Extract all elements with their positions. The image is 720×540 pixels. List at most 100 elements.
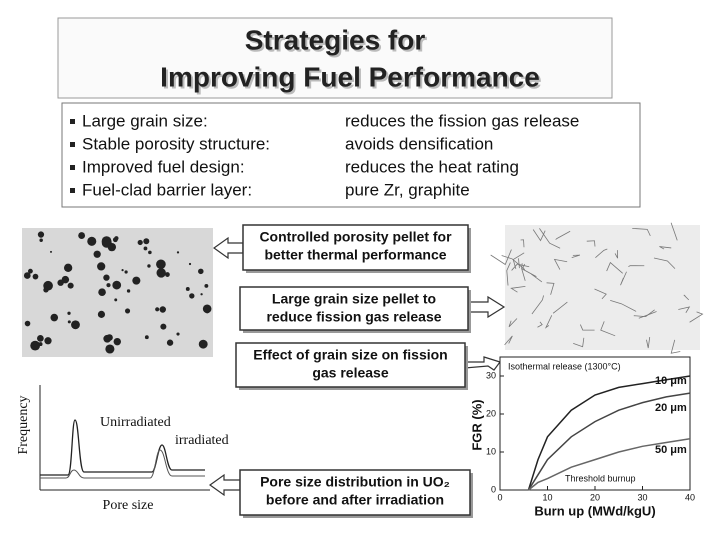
- grain-boundary: [594, 288, 607, 300]
- grain-boundary: [537, 321, 543, 328]
- pore: [205, 310, 209, 314]
- grain-boundary: [552, 301, 568, 314]
- grain-boundary: [646, 337, 651, 349]
- pore: [71, 320, 80, 330]
- y-tick-label: 20: [486, 408, 496, 418]
- pore: [156, 268, 166, 278]
- grain-boundary: [586, 240, 596, 247]
- bullet-marker: [70, 165, 75, 170]
- x-tick-label: 40: [685, 492, 695, 502]
- grain-boundary: [555, 230, 571, 240]
- y-axis-label: FGR (%): [469, 399, 484, 450]
- pore: [105, 344, 115, 354]
- pore: [165, 272, 170, 277]
- series-label: 20 μm: [655, 402, 687, 414]
- arrows: [208, 236, 506, 497]
- callout-box: [239, 469, 471, 516]
- pore: [166, 339, 174, 346]
- grain-boundary: [571, 254, 580, 259]
- callout-box: [242, 224, 469, 271]
- pore: [124, 270, 128, 274]
- grain-boundary: [633, 309, 655, 318]
- grain-boundary: [546, 282, 555, 295]
- grain-boundary: [678, 306, 691, 313]
- series-label: 50 μm: [655, 444, 687, 456]
- pore: [185, 287, 190, 291]
- pore: [188, 262, 192, 266]
- pore: [50, 313, 59, 322]
- pore: [137, 239, 143, 246]
- callout-text: Controlled porosity pellet for: [259, 229, 452, 245]
- pore: [37, 231, 45, 238]
- pore: [106, 283, 111, 288]
- pore: [132, 276, 141, 285]
- grain-boundary: [638, 311, 657, 319]
- pore: [143, 238, 150, 245]
- pores: [23, 231, 212, 354]
- pore: [50, 250, 53, 253]
- grain-boundaries: [490, 222, 704, 354]
- bullet-marker: [70, 119, 75, 124]
- pore: [98, 288, 106, 297]
- bullet-marker: [70, 188, 75, 193]
- pore-label: Unirradiated: [100, 415, 171, 430]
- pore: [30, 340, 41, 351]
- grain-boundary: [501, 255, 526, 270]
- grain-boundary: [511, 263, 530, 271]
- grain-boundary: [579, 324, 595, 331]
- pore: [61, 275, 70, 284]
- grain-boundary: [653, 257, 676, 269]
- pore: [43, 287, 49, 293]
- grain-boundary: [573, 337, 585, 348]
- x-tick-label: 10: [542, 492, 552, 502]
- pore: [159, 306, 166, 313]
- pore: [97, 310, 106, 318]
- pore: [101, 236, 112, 247]
- series-label: 10 μm: [655, 375, 687, 387]
- grain-boundary: [510, 285, 526, 293]
- pore: [160, 323, 167, 330]
- callout-text: Large grain size pellet to: [272, 291, 436, 307]
- callout-text: better thermal performance: [264, 247, 446, 263]
- pore: [32, 273, 39, 280]
- grain-boundary: [508, 318, 518, 328]
- callout-text: before and after irradiation: [266, 492, 444, 508]
- callout-text: reduce fission gas release: [266, 309, 441, 325]
- pore: [103, 274, 110, 281]
- grain-boundary: [595, 248, 608, 258]
- fgr-plot-area: [499, 356, 691, 491]
- title-shadow: Improving Fuel Performance: [162, 63, 542, 94]
- pore: [67, 311, 71, 315]
- pore: [189, 293, 195, 299]
- series-line: [527, 392, 691, 491]
- grain-boundary: [539, 228, 561, 249]
- x-axis-label: Burn up (MWd/kgU): [534, 503, 655, 518]
- pore: [143, 246, 148, 251]
- grain-boundary: [504, 335, 513, 346]
- grain-boundary: [620, 271, 627, 286]
- grain-boundary: [490, 249, 512, 266]
- bullet-item: Large grain size:: [82, 111, 208, 130]
- pore: [148, 250, 152, 255]
- grain-boundary: [521, 263, 526, 281]
- grain-boundary: [689, 311, 704, 323]
- title-line: Improving Fuel Performance: [160, 61, 540, 92]
- pore: [87, 236, 97, 246]
- bullet-effect: reduces the fission gas release: [345, 111, 579, 130]
- pore: [97, 262, 106, 271]
- grain-micrograph: [505, 225, 700, 350]
- callout-box: [235, 342, 466, 388]
- grain-boundary: [670, 339, 681, 354]
- pore: [112, 280, 122, 290]
- pore: [198, 268, 204, 275]
- pore: [112, 237, 118, 243]
- bullet-box: [61, 102, 641, 208]
- pore: [124, 308, 131, 314]
- bullet-marker: [70, 142, 75, 147]
- callout-boxes: Controlled porosity pellet for better the…: [235, 224, 473, 518]
- x-tick-label: 20: [590, 492, 600, 502]
- callout-text: Pore size distribution in UO₂: [260, 474, 450, 490]
- x-tick-label: 0: [497, 492, 502, 502]
